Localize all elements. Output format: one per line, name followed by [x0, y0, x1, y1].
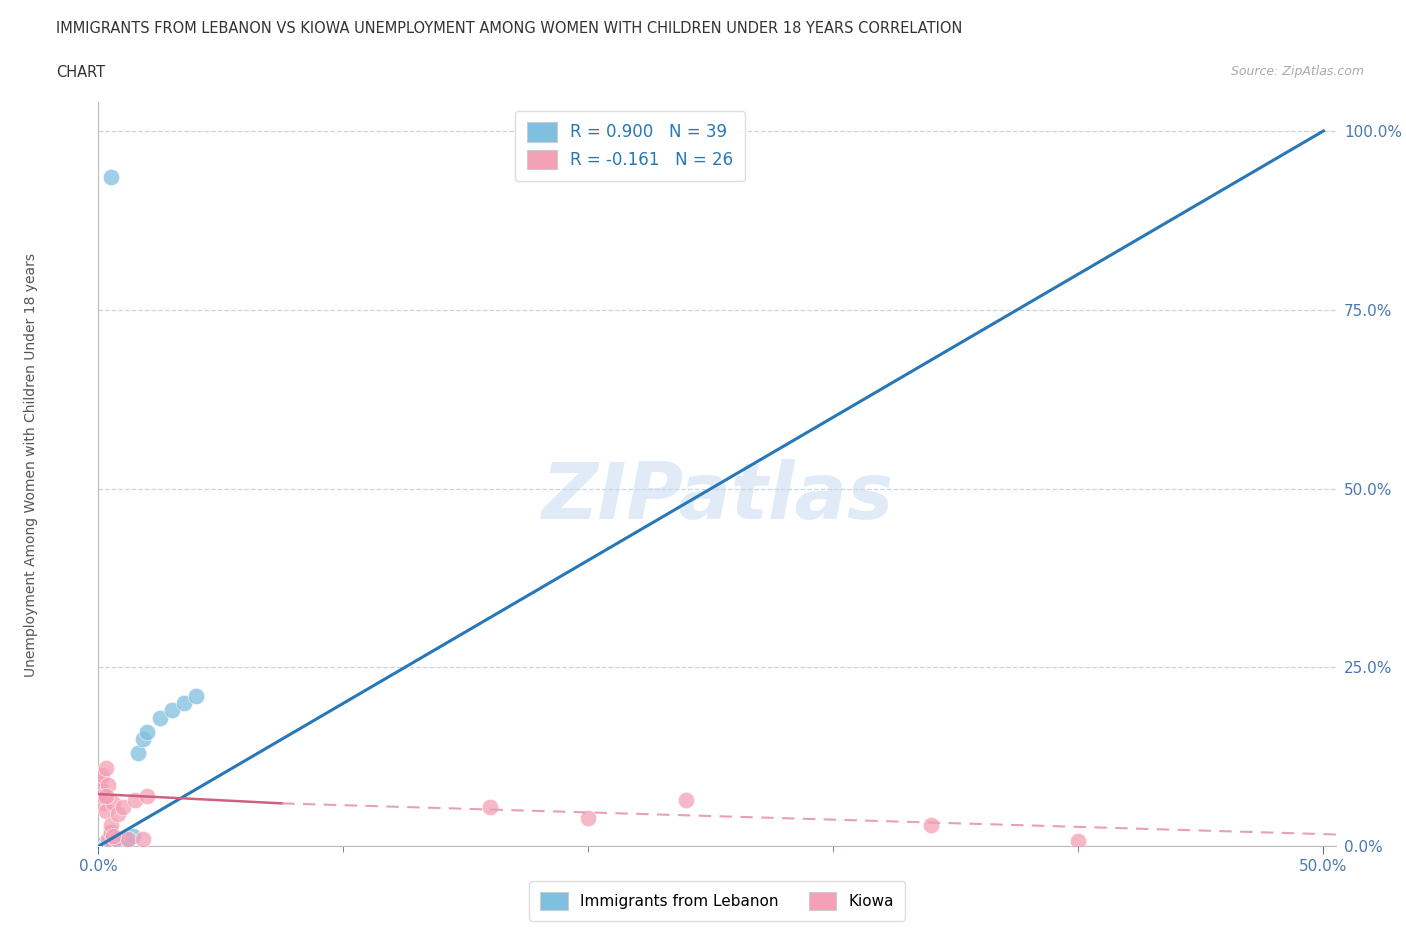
Point [114, 833, 136, 848]
Point [101, 835, 124, 850]
Point [1067, 833, 1090, 848]
Point [94, 837, 117, 852]
Point [91, 789, 114, 804]
Point [127, 746, 149, 761]
Text: IMMIGRANTS FROM LEBANON VS KIOWA UNEMPLOYMENT AMONG WOMEN WITH CHILDREN UNDER 18: IMMIGRANTS FROM LEBANON VS KIOWA UNEMPLO… [56, 21, 963, 36]
Point [479, 800, 502, 815]
Point [90, 837, 112, 852]
Point [117, 832, 139, 847]
Point [91, 767, 114, 782]
Point [173, 696, 195, 711]
Point [131, 831, 153, 846]
Legend: Immigrants from Lebanon, Kiowa: Immigrants from Lebanon, Kiowa [530, 882, 904, 921]
Point [97, 838, 120, 853]
Point [97, 836, 120, 851]
Point [100, 817, 122, 832]
Point [96, 837, 118, 852]
Point [100, 837, 122, 852]
Point [90, 838, 112, 853]
Point [89, 838, 111, 853]
Point [98, 837, 121, 852]
Point [94, 760, 117, 775]
Point [160, 703, 183, 718]
Point [578, 810, 600, 825]
Point [94, 789, 117, 804]
Point [94, 838, 117, 853]
Point [91, 837, 114, 852]
Point [91, 796, 114, 811]
Text: Source: ZipAtlas.com: Source: ZipAtlas.com [1230, 65, 1364, 78]
Point [136, 724, 159, 739]
Point [90, 781, 112, 796]
Point [110, 835, 132, 850]
Point [104, 836, 127, 851]
Point [186, 688, 208, 703]
Point [111, 834, 134, 849]
Point [124, 792, 146, 807]
Point [100, 825, 122, 840]
Point [121, 828, 143, 843]
Point [675, 792, 697, 807]
Point [107, 836, 129, 851]
Point [101, 796, 124, 811]
Point [101, 837, 124, 852]
Point [111, 800, 134, 815]
Point [107, 834, 129, 849]
Point [104, 831, 127, 846]
Point [104, 835, 127, 850]
Point [94, 837, 117, 852]
Point [97, 831, 120, 846]
Point [101, 837, 124, 852]
Text: CHART: CHART [56, 65, 105, 80]
Point [100, 825, 122, 840]
Point [149, 711, 172, 725]
Point [101, 828, 124, 843]
Point [93, 838, 115, 853]
Point [136, 789, 159, 804]
Point [94, 804, 117, 818]
Point [91, 838, 114, 853]
Point [920, 817, 942, 832]
Point [101, 837, 124, 852]
Point [97, 837, 120, 852]
Point [100, 836, 122, 851]
Point [117, 831, 139, 846]
Point [107, 806, 129, 821]
Point [89, 771, 111, 786]
Point [91, 837, 114, 852]
Point [97, 778, 120, 793]
Point [100, 170, 122, 185]
Point [100, 837, 122, 852]
Point [131, 732, 153, 747]
Text: ZIPatlas: ZIPatlas [541, 458, 893, 535]
Text: Unemployment Among Women with Children Under 18 years: Unemployment Among Women with Children U… [24, 253, 38, 677]
